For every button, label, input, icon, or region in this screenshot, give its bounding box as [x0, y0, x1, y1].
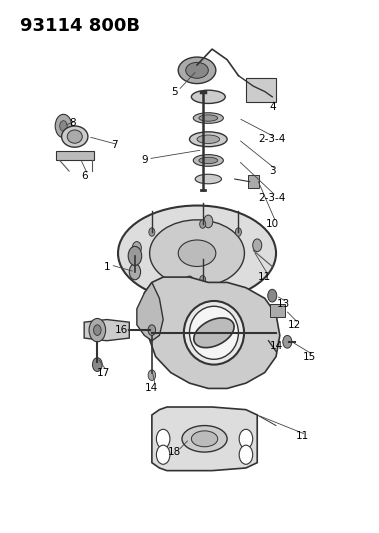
Circle shape [148, 370, 156, 381]
Text: 2-3-4: 2-3-4 [258, 134, 286, 144]
Bar [248, 175, 259, 188]
Polygon shape [137, 282, 163, 341]
Text: 5: 5 [171, 86, 178, 96]
Circle shape [149, 228, 155, 236]
Polygon shape [144, 277, 280, 389]
Bar [270, 304, 285, 317]
Circle shape [268, 289, 277, 302]
Ellipse shape [191, 431, 218, 447]
Text: 11: 11 [258, 272, 271, 282]
Circle shape [94, 325, 101, 335]
Bar [246, 78, 276, 102]
Ellipse shape [190, 306, 238, 359]
Circle shape [129, 264, 141, 280]
Circle shape [132, 241, 141, 254]
Polygon shape [84, 319, 129, 341]
Text: 16: 16 [115, 325, 128, 335]
Circle shape [128, 246, 142, 265]
Circle shape [204, 215, 213, 228]
Circle shape [148, 325, 156, 335]
Text: 17: 17 [96, 368, 110, 377]
Ellipse shape [199, 115, 218, 121]
Circle shape [89, 318, 106, 342]
Text: 4: 4 [269, 102, 276, 112]
Circle shape [200, 220, 206, 228]
Ellipse shape [150, 220, 244, 287]
Ellipse shape [194, 318, 234, 348]
Ellipse shape [195, 174, 221, 184]
Text: 14: 14 [145, 383, 158, 393]
Circle shape [157, 429, 170, 448]
Text: 8: 8 [70, 118, 76, 128]
Ellipse shape [118, 206, 276, 301]
Text: 1: 1 [103, 262, 110, 271]
Ellipse shape [184, 301, 244, 365]
Text: 13: 13 [277, 298, 290, 309]
Circle shape [239, 445, 253, 464]
Circle shape [235, 228, 241, 236]
Ellipse shape [191, 90, 225, 103]
Ellipse shape [193, 155, 223, 166]
Ellipse shape [190, 132, 227, 147]
Circle shape [283, 335, 292, 348]
Circle shape [239, 429, 253, 448]
Circle shape [92, 358, 102, 372]
Text: 3: 3 [269, 166, 276, 176]
Text: 12: 12 [288, 320, 301, 330]
Circle shape [200, 276, 206, 284]
Text: 2-3-4: 2-3-4 [258, 192, 286, 203]
Text: 6: 6 [81, 172, 88, 181]
Ellipse shape [178, 57, 216, 84]
Text: 14: 14 [269, 341, 283, 351]
Ellipse shape [186, 62, 208, 78]
Text: 9: 9 [141, 156, 148, 165]
Text: 15: 15 [303, 352, 316, 361]
Circle shape [185, 276, 194, 289]
Ellipse shape [199, 157, 218, 164]
Bar [56, 151, 94, 160]
Text: 93114 800B: 93114 800B [20, 17, 140, 35]
Circle shape [60, 120, 67, 131]
Ellipse shape [178, 240, 216, 266]
Circle shape [253, 239, 262, 252]
Ellipse shape [193, 113, 223, 123]
Text: 7: 7 [111, 140, 117, 150]
Text: 11: 11 [296, 431, 309, 441]
Circle shape [55, 114, 72, 138]
Text: 18: 18 [168, 447, 181, 457]
Ellipse shape [61, 126, 88, 147]
Ellipse shape [67, 130, 82, 143]
Text: 10: 10 [266, 219, 279, 229]
Ellipse shape [182, 425, 227, 452]
Circle shape [157, 445, 170, 464]
Ellipse shape [197, 135, 219, 143]
Polygon shape [152, 407, 257, 471]
